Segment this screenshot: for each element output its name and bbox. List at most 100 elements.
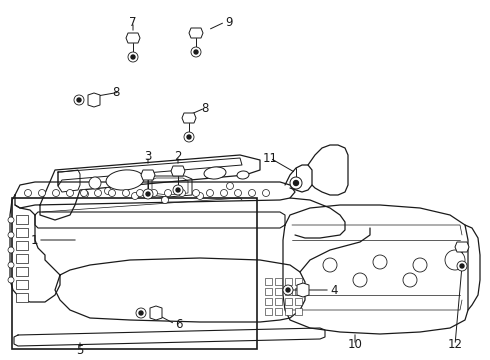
Circle shape [353,273,367,287]
Bar [16,267,28,276]
Bar [275,298,282,305]
Circle shape [176,188,180,192]
Bar [295,308,302,315]
Circle shape [184,132,194,142]
Bar [285,288,292,295]
Circle shape [165,189,172,197]
Circle shape [235,189,242,197]
Bar [16,241,28,250]
Polygon shape [455,242,469,252]
Circle shape [39,189,46,197]
Bar [265,288,272,295]
Bar [295,298,302,305]
Ellipse shape [237,171,249,179]
Bar [295,288,302,295]
Circle shape [8,262,14,268]
Polygon shape [297,283,309,297]
Bar [275,288,282,295]
Circle shape [81,190,89,198]
Circle shape [403,273,417,287]
Text: 5: 5 [76,343,84,356]
Bar [16,228,28,237]
Circle shape [139,311,143,315]
Bar [265,278,272,285]
Text: 9: 9 [225,15,232,28]
Text: 2: 2 [174,149,182,162]
Circle shape [193,189,199,197]
Circle shape [8,277,14,283]
Circle shape [122,189,129,197]
Circle shape [445,250,465,270]
Circle shape [263,189,270,197]
Text: 7: 7 [129,15,137,28]
Bar [285,278,292,285]
Text: 11: 11 [263,152,277,165]
Text: 1: 1 [30,234,38,247]
Bar [265,308,272,315]
Circle shape [196,193,203,199]
Text: 4: 4 [330,284,338,297]
Circle shape [457,261,467,271]
Circle shape [74,95,84,105]
Circle shape [283,285,293,295]
Circle shape [220,189,227,197]
Circle shape [77,98,81,102]
Text: 3: 3 [145,149,152,162]
Circle shape [173,185,183,195]
Polygon shape [150,306,162,320]
Circle shape [146,192,150,196]
Circle shape [108,189,116,197]
Circle shape [226,183,234,189]
Circle shape [131,55,135,59]
Circle shape [8,232,14,238]
Polygon shape [189,28,203,38]
Circle shape [187,135,191,139]
Circle shape [323,258,337,272]
Bar [16,293,28,302]
Circle shape [413,258,427,272]
Polygon shape [88,93,100,107]
Circle shape [131,193,139,199]
Bar [16,215,28,224]
Text: 6: 6 [175,318,182,330]
Circle shape [286,288,290,292]
Circle shape [206,189,214,197]
Circle shape [8,247,14,253]
Ellipse shape [106,170,144,190]
Circle shape [80,189,88,197]
Circle shape [136,308,146,318]
Circle shape [89,177,101,189]
Bar [285,308,292,315]
Polygon shape [126,33,140,43]
Circle shape [194,50,198,54]
Bar [275,278,282,285]
Circle shape [8,217,14,223]
Circle shape [162,197,169,203]
Circle shape [294,180,298,185]
Circle shape [67,189,74,197]
Text: 12: 12 [447,338,463,351]
Text: 8: 8 [113,85,120,99]
Circle shape [150,189,157,197]
Circle shape [143,189,153,199]
Circle shape [137,189,144,197]
Polygon shape [141,170,155,180]
Text: 10: 10 [347,338,363,351]
Circle shape [24,189,31,197]
Circle shape [248,189,255,197]
Polygon shape [182,113,196,123]
Circle shape [373,255,387,269]
Polygon shape [171,166,185,176]
Bar [265,298,272,305]
Text: 8: 8 [201,102,209,114]
Bar [12,198,257,349]
Circle shape [290,177,302,189]
Circle shape [95,189,101,197]
Bar [16,280,28,289]
Bar [295,278,302,285]
Bar [275,308,282,315]
Bar [285,298,292,305]
Bar [16,254,28,263]
Circle shape [460,264,464,268]
Ellipse shape [204,167,226,179]
